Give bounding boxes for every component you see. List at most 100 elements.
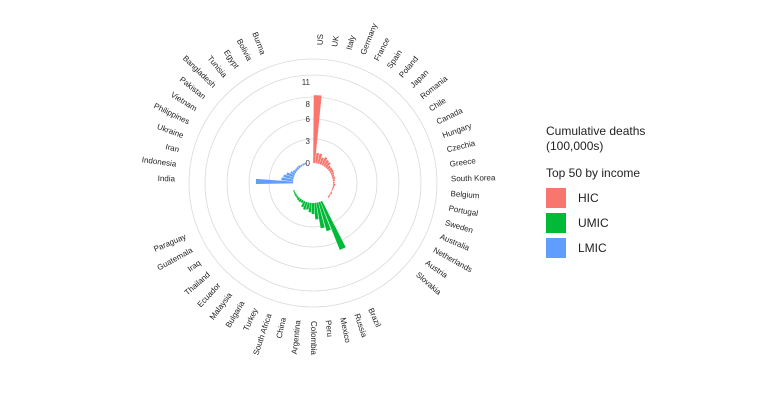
- grid-ring: [204, 74, 422, 292]
- legend-list: HIC UMIC LMIC: [546, 188, 746, 258]
- category-label-iran: Iran: [165, 142, 181, 154]
- bar-canada: [330, 171, 335, 176]
- radial-tick-labels: 0 3 6 8 11: [302, 78, 311, 168]
- category-label-peru: Peru: [324, 320, 335, 338]
- bar-netherlands: [330, 191, 333, 195]
- bar-hungary: [331, 174, 335, 178]
- legend-label-lmic: LMIC: [578, 241, 607, 255]
- bar-spain: [323, 159, 329, 167]
- radial-tick-label: 3: [306, 137, 311, 146]
- radial-tick-label: 11: [302, 78, 311, 87]
- category-label-turkey: Turkey: [242, 307, 260, 333]
- bar-japan: [326, 165, 331, 170]
- bar-slovakia: [327, 195, 330, 198]
- legend-item-hic: HIC: [546, 188, 746, 208]
- category-label-iraq: Iraq: [186, 258, 202, 273]
- bar-south-korea: [332, 181, 335, 184]
- bar-ecuador: [296, 197, 301, 201]
- bar-bolivia: [302, 163, 305, 166]
- legend: Cumulative deaths (100,000s) Top 50 by i…: [546, 124, 746, 258]
- bar-bulgaria: [300, 199, 304, 204]
- bar-brazil: [320, 200, 346, 250]
- bar-philippines: [290, 171, 296, 176]
- category-label-czechia: Czechia: [446, 139, 477, 155]
- category-label-mexico: Mexico: [338, 317, 352, 344]
- bar-tunisia: [297, 165, 301, 169]
- bar-uk: [315, 152, 320, 164]
- category-label-china: China: [275, 316, 288, 339]
- bar-peru: [314, 202, 319, 220]
- category-label-chile: Chile: [427, 96, 448, 114]
- bar-indonesia: [281, 177, 294, 182]
- legend-subtitle: Top 50 by income: [546, 166, 641, 180]
- category-label-greece: Greece: [449, 156, 477, 168]
- bar-egypt: [300, 164, 303, 167]
- bar-russia: [318, 201, 331, 232]
- bar-iraq: [294, 193, 298, 197]
- category-label-indonesia: Indonesia: [141, 155, 177, 169]
- radial-tick-label: 0: [306, 159, 311, 168]
- bar-germany: [319, 157, 324, 165]
- legend-title: Cumulative deaths (100,000s): [546, 124, 646, 153]
- category-label-canada: Canada: [435, 106, 465, 127]
- legend-swatch-hic: [546, 188, 566, 208]
- bar-poland: [325, 162, 331, 169]
- bar-belgium: [332, 183, 336, 186]
- bar-sweden: [331, 187, 334, 191]
- bar-china: [306, 202, 310, 210]
- legend-label-umic: UMIC: [578, 216, 609, 230]
- bar-greece: [332, 179, 335, 182]
- category-label-sweden: Sweden: [444, 218, 474, 235]
- category-label-hungary: Hungary: [441, 121, 473, 140]
- category-label-brazil: Brazil: [366, 307, 383, 329]
- category-label-portugal: Portugal: [448, 204, 479, 218]
- bar-ukraine: [286, 172, 295, 178]
- grid-ring: [226, 96, 400, 270]
- bar-south-africa: [303, 201, 308, 210]
- bar-colombia: [311, 202, 315, 215]
- bar-czechia: [332, 176, 336, 180]
- bar-turkey: [301, 200, 306, 208]
- category-label-belgium: Belgium: [450, 189, 480, 200]
- radial-grid: [188, 58, 438, 308]
- category-label-italy: Italy: [345, 34, 358, 51]
- category-label-argentina: Argentina: [290, 319, 303, 355]
- legend-item-lmic: LMIC: [546, 238, 746, 258]
- bar-malaysia: [298, 198, 302, 203]
- category-label-burma: Burma: [250, 31, 267, 57]
- bar-guatemala: [293, 191, 296, 195]
- bar-vietnam: [292, 169, 297, 174]
- category-label-uk: UK: [330, 34, 341, 47]
- bar-argentina: [308, 202, 312, 213]
- radial-tick-label: 8: [306, 100, 311, 109]
- category-label-india: India: [158, 174, 176, 183]
- bar-iran: [283, 174, 294, 180]
- bar-romania: [328, 167, 333, 172]
- category-labels: US UK Italy GermanyFranceSpainPolandJapanRo…: [141, 22, 496, 356]
- category-label-ukraine: Ukraine: [156, 122, 186, 140]
- bar-chile: [329, 169, 334, 174]
- grid-ring: [188, 58, 438, 308]
- bar-mexico: [316, 202, 325, 229]
- legend-swatch-lmic: [546, 238, 566, 258]
- bars-layer: [255, 95, 346, 250]
- bar-italy: [317, 153, 323, 164]
- bar-burma: [304, 162, 307, 165]
- grid-ring: [248, 118, 378, 248]
- category-label-colombia: Colombia: [309, 321, 318, 355]
- bar-pakistan: [294, 168, 298, 172]
- category-label-us: US: [315, 34, 325, 46]
- bar-australia: [331, 189, 333, 192]
- bar-austria: [328, 193, 331, 196]
- bar-paraguay: [293, 189, 295, 193]
- category-label-russia: Russia: [352, 312, 368, 339]
- legend-swatch-umic: [546, 213, 566, 233]
- bar-thailand: [295, 195, 299, 199]
- bar-india: [255, 178, 294, 185]
- radial-tick-label: 6: [306, 115, 311, 124]
- legend-label-hic: HIC: [578, 191, 599, 205]
- bar-portugal: [332, 185, 335, 188]
- bar-us: [313, 95, 322, 164]
- bar-france: [321, 156, 328, 166]
